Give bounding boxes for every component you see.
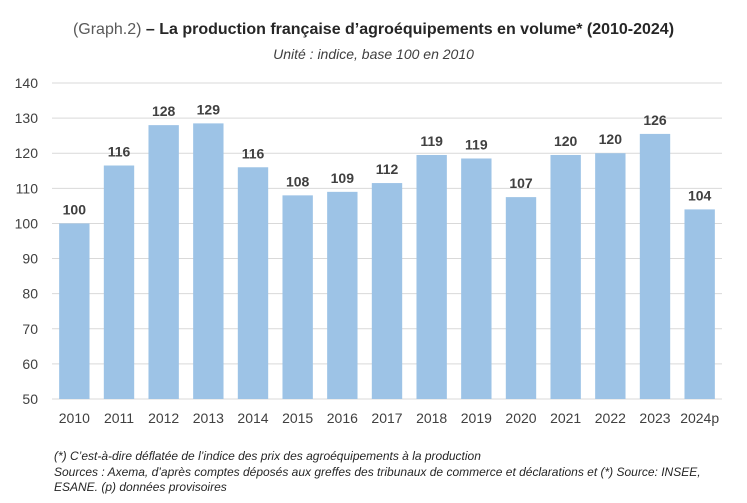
x-tick-label-2024p: 2024p <box>680 410 719 426</box>
data-label-2016: 109 <box>331 170 355 186</box>
bar-2022 <box>595 153 626 399</box>
data-label-2024p: 104 <box>688 187 712 203</box>
data-label-2023: 126 <box>643 112 667 128</box>
y-tick-label: 50 <box>22 391 38 407</box>
footnotes: (*) C’est-à-dire déflatée de l’indice de… <box>54 449 734 496</box>
chart-title-main: – La production française d’agroéquipeme… <box>145 21 675 38</box>
data-label-2013: 129 <box>197 101 221 117</box>
x-axis-ticks: 2010 2011 2012 2013 2014 2015 2016 2017 2018 2019… <box>59 410 720 426</box>
bar-2016 <box>327 191 358 399</box>
chart-title-prefix: (Graph.2) <box>72 21 142 38</box>
x-tick-label-2019: 2019 <box>461 410 492 426</box>
bar-2017 <box>371 183 403 399</box>
bar-2021 <box>550 154 581 399</box>
data-label-2014: 116 <box>242 145 265 161</box>
bar-chart: 50 60 70 80 90 100 110 120 130 140 100 116 128 129 11… <box>15 75 722 426</box>
bar-2018 <box>416 154 447 399</box>
bar-2023 <box>639 133 671 399</box>
y-tick-label: 60 <box>22 356 38 372</box>
x-tick-label-2015: 2015 <box>282 410 313 426</box>
chart-subtitle: Unité : indice, base 100 en 2010 <box>273 46 474 62</box>
footnote-sources: Sources : Axema, d’après comptes déposés… <box>54 464 701 495</box>
y-tick-label: 130 <box>15 110 39 126</box>
x-tick-label-2011: 2011 <box>104 410 134 426</box>
y-tick-label: 70 <box>22 321 38 337</box>
bar-2010 <box>59 223 90 399</box>
data-label-2022: 120 <box>599 131 623 147</box>
bar-2020 <box>505 197 537 399</box>
y-tick-label: 80 <box>22 286 38 302</box>
y-tick-label: 90 <box>22 251 38 267</box>
x-tick-label-2010: 2010 <box>59 410 90 426</box>
data-labels: 100 116 128 129 116 108 109 112 119 119 107 120 120 1… <box>63 101 712 217</box>
x-tick-label-2016: 2016 <box>327 410 358 426</box>
data-label-2015: 108 <box>286 173 310 189</box>
bar-2015 <box>282 195 313 399</box>
y-tick-label: 110 <box>16 180 39 196</box>
x-tick-label-2021: 2021 <box>550 410 581 426</box>
y-tick-label: 100 <box>15 215 39 231</box>
bar-2014 <box>237 167 269 399</box>
data-label-2020: 107 <box>509 175 533 191</box>
bar-2011 <box>103 165 135 399</box>
x-tick-label-2012: 2012 <box>148 410 179 426</box>
data-label-2011: 116 <box>108 144 131 160</box>
y-tick-label: 120 <box>15 145 39 161</box>
bar-2012 <box>148 125 179 399</box>
x-tick-label-2022: 2022 <box>595 410 626 426</box>
data-label-2019: 119 <box>465 136 488 152</box>
bars <box>59 123 715 399</box>
x-tick-label-2020: 2020 <box>505 410 536 426</box>
x-tick-label-2014: 2014 <box>237 410 268 426</box>
data-label-2010: 100 <box>63 201 87 217</box>
x-tick-label-2017: 2017 <box>371 410 402 426</box>
data-label-2017: 112 <box>376 161 399 177</box>
bar-2019 <box>461 158 492 399</box>
x-tick-label-2013: 2013 <box>193 410 224 426</box>
y-axis-ticks: 50 60 70 80 90 100 110 120 130 140 <box>15 75 39 407</box>
bar-2013 <box>193 123 224 399</box>
bar-2024p <box>684 209 715 399</box>
data-label-2012: 128 <box>152 103 176 119</box>
footnote-definition: (*) C’est-à-dire déflatée de l’indice de… <box>54 449 481 463</box>
data-label-2018: 119 <box>420 133 443 149</box>
chart-title: (Graph.2) – La production française d’ag… <box>0 20 747 40</box>
data-label-2021: 120 <box>554 133 578 149</box>
x-tick-label-2018: 2018 <box>416 410 447 426</box>
y-tick-label: 140 <box>15 75 39 91</box>
x-tick-label-2023: 2023 <box>639 410 670 426</box>
